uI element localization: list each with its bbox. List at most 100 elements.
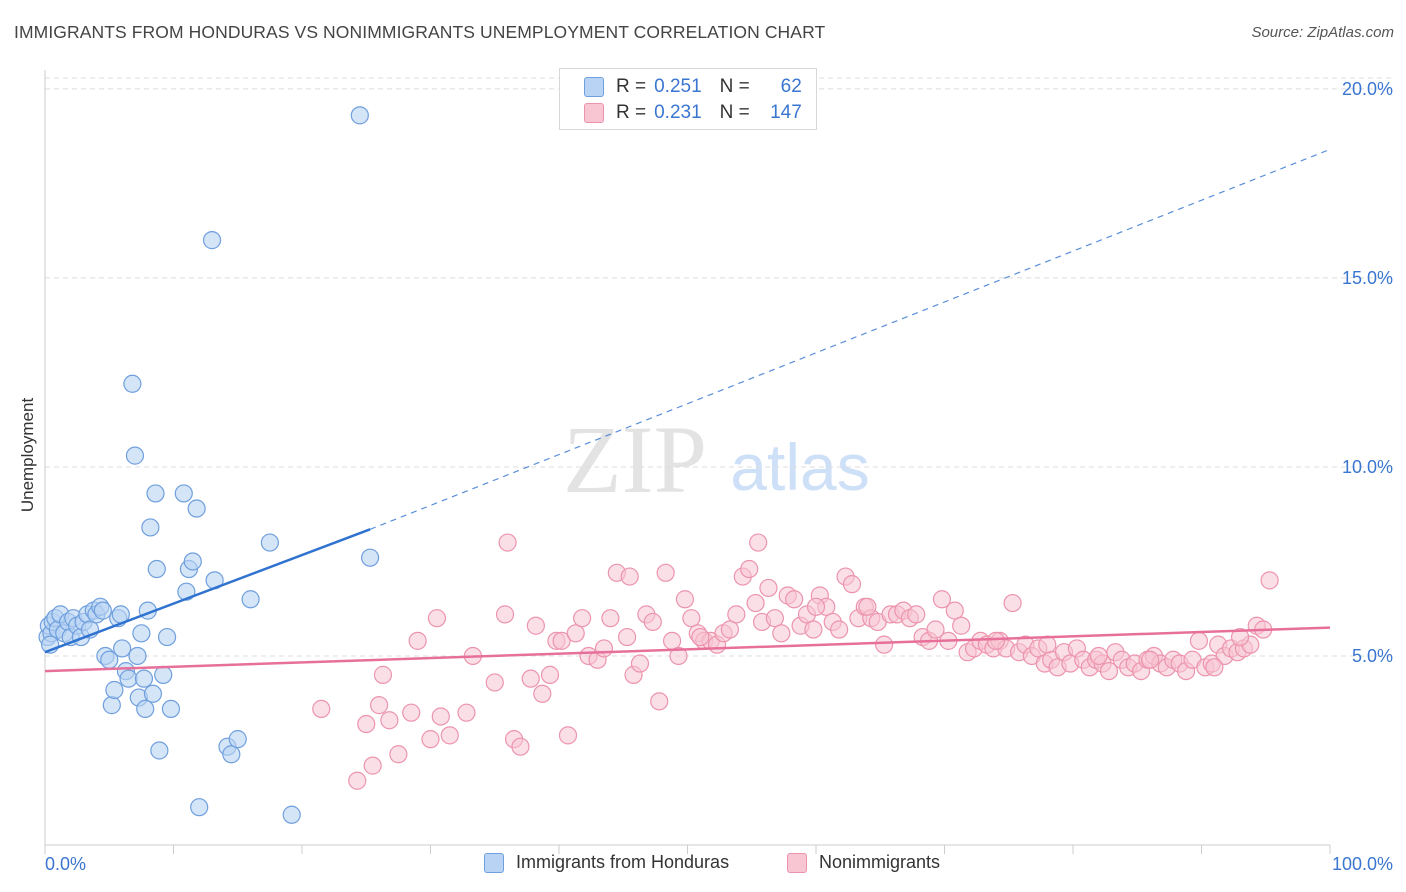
nonimmigrants-point: [427, 609, 447, 628]
nonimmigrants-point: [1099, 661, 1119, 681]
honduras-point: [143, 684, 163, 703]
honduras-point: [136, 699, 155, 719]
nonimmigrants-point: [804, 620, 823, 639]
nonimmigrants-point: [533, 684, 552, 703]
honduras-points: [38, 106, 380, 824]
honduras-point: [125, 446, 145, 465]
legend-r-value: 0.251: [654, 76, 702, 97]
legend-item-nonimmigrants: Nonimmigrants: [787, 852, 940, 873]
tick-labels: 5.0% 10.0% 15.0% 20.0% 0.0% 100.0%: [45, 79, 1393, 874]
nonimmigrants-point: [630, 654, 650, 673]
legend-n-label: N =: [719, 76, 750, 97]
honduras-point: [183, 552, 202, 571]
nonimmigrants-point: [1260, 571, 1279, 590]
y-tick-label: 20.0%: [1342, 79, 1393, 99]
honduras-point: [241, 590, 260, 609]
honduras-point: [161, 699, 181, 719]
honduras-point: [146, 484, 165, 503]
honduras-point: [112, 639, 132, 658]
honduras-point: [260, 533, 279, 552]
nonimmigrants-point: [431, 707, 450, 726]
nonimmigrants-point: [440, 726, 459, 745]
nonimmigrants-point: [370, 696, 389, 715]
honduras-point: [350, 106, 369, 125]
nonimmigrants-point: [682, 609, 701, 628]
legend-swatch-blue: [584, 77, 604, 97]
nonimmigrants-point: [495, 605, 515, 624]
source-label: Source: ZipAtlas.com: [1251, 24, 1394, 41]
y-tick-label: 10.0%: [1342, 457, 1393, 477]
nonimmigrants-point: [421, 730, 440, 749]
honduras-point: [119, 669, 138, 688]
y-tick-label: 5.0%: [1352, 646, 1393, 666]
legend-n-value: 62: [780, 76, 802, 97]
nonimmigrants-point: [765, 609, 784, 628]
nonimmigrants-point: [875, 635, 894, 654]
nonimmigrants-point: [312, 699, 331, 719]
honduras-point: [282, 805, 301, 824]
nonimmigrants-point: [380, 711, 399, 730]
legend-item-honduras: Immigrants from Honduras: [484, 852, 729, 873]
nonimmigrants-points: [312, 533, 1279, 790]
nonimmigrants-point: [498, 533, 517, 552]
nonimmigrants-point: [408, 631, 427, 650]
legend-n-value: 147: [770, 102, 802, 123]
honduras-point: [154, 665, 173, 684]
grid-lines: [45, 77, 1393, 657]
nonimmigrants-point: [540, 665, 560, 684]
nonimmigrants-point: [526, 616, 545, 635]
nonimmigrants-point: [601, 609, 620, 628]
axes: [44, 70, 1331, 854]
nonimmigrants-point: [552, 631, 571, 650]
nonimmigrants-point: [691, 627, 710, 647]
legend-label-honduras: Immigrants from Honduras: [516, 852, 730, 872]
nonimmigrants-point: [357, 714, 376, 734]
nonimmigrants-point: [618, 627, 637, 647]
nonimmigrants-point: [485, 673, 504, 692]
watermark-zip: ZIP: [563, 406, 707, 513]
nonimmigrants-point: [727, 605, 746, 624]
nonimmigrants-point: [363, 756, 382, 775]
legend-row-nonimmigrants: R = 0.231 N = 147: [584, 101, 802, 125]
legend-swatch-blue: [484, 852, 504, 873]
honduras-point: [147, 559, 166, 579]
nonimmigrants-point: [656, 563, 675, 582]
nonimmigrants-point: [566, 624, 585, 643]
nonimmigrants-point: [373, 665, 393, 684]
nonimmigrants-point: [1189, 631, 1209, 650]
honduras-point: [134, 669, 154, 688]
nonimmigrants-trend-line: [44, 626, 1331, 673]
nonimmigrants-point: [945, 601, 964, 620]
nonimmigrants-point: [1230, 627, 1250, 647]
nonimmigrants-point: [573, 609, 592, 628]
nonimmigrants-point: [1038, 635, 1057, 654]
nonimmigrants-point: [830, 620, 849, 639]
nonimmigrants-point: [620, 567, 639, 586]
legend-r-label: R =: [616, 76, 647, 97]
honduras-point: [105, 680, 124, 700]
honduras-point: [361, 548, 380, 567]
honduras-point: [132, 624, 151, 643]
honduras-point: [141, 518, 160, 537]
nonimmigrants-point: [389, 745, 408, 764]
chart-title: IMMIGRANTS FROM HONDURAS VS NONIMMIGRANT…: [14, 22, 826, 42]
nonimmigrants-point: [662, 631, 682, 650]
nonimmigrants-point: [348, 771, 367, 790]
nonimmigrants-point: [1089, 646, 1108, 666]
nonimmigrants-point: [785, 590, 804, 609]
honduras-point: [190, 798, 209, 817]
nonimmigrants-point: [952, 616, 971, 635]
legend-row-honduras: R = 0.251 N = 62: [584, 75, 802, 99]
nonimmigrants-point: [1205, 658, 1224, 677]
honduras-point: [93, 601, 112, 620]
legend-r-value: 0.231: [654, 102, 702, 123]
nonimmigrants-point: [521, 669, 540, 688]
nonimmigrants-point: [511, 737, 530, 756]
honduras-point: [128, 646, 147, 666]
nonimmigrants-point: [806, 597, 826, 616]
watermark: ZIP atlas: [563, 406, 870, 513]
nonimmigrants-point: [986, 631, 1006, 650]
x-tick-label: 0.0%: [45, 854, 86, 874]
nonimmigrants-point: [643, 612, 662, 632]
